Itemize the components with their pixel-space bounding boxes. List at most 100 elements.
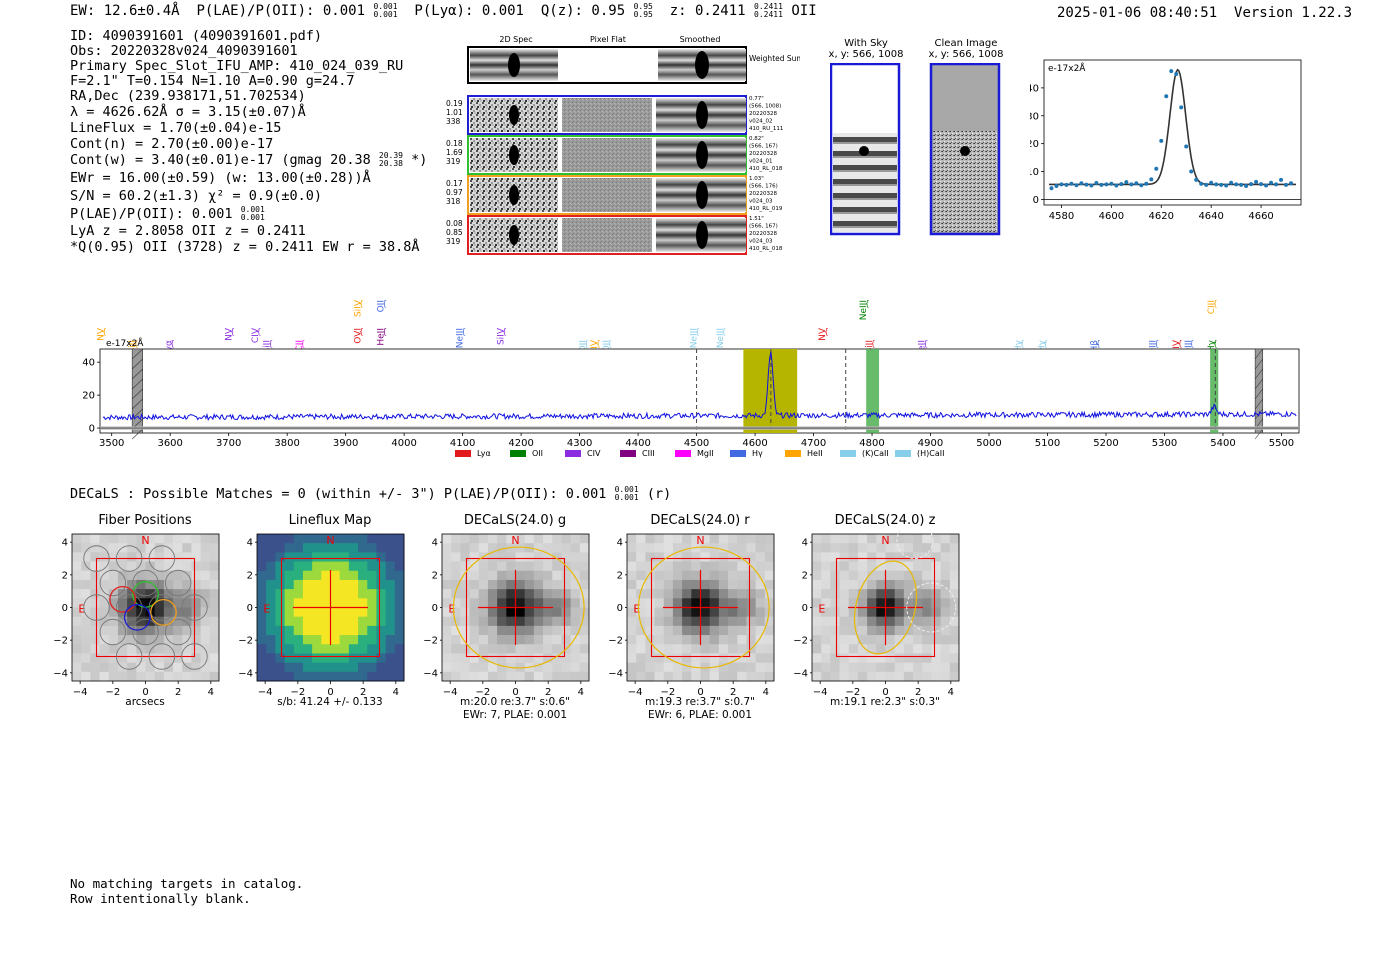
heat-cell <box>385 579 396 590</box>
pixel-cell <box>663 543 674 553</box>
pixel-cell <box>191 589 202 599</box>
pixel-cell <box>894 653 905 664</box>
heat-cell <box>284 543 295 553</box>
pixel-cell <box>718 644 729 654</box>
pixel-cell <box>478 534 489 544</box>
pixel-cell <box>627 625 637 636</box>
pixel-cell <box>718 662 729 673</box>
pixel-cell <box>209 552 220 563</box>
pixel-cell <box>469 561 480 572</box>
pixel-cell <box>848 598 859 608</box>
pixel-cell <box>867 625 877 636</box>
pixel-cell <box>645 552 656 563</box>
pixel-cell <box>903 589 914 599</box>
thumb-xtick-label: −2 <box>105 687 120 698</box>
pixel-cell <box>839 552 850 563</box>
pixel-cell <box>922 579 932 590</box>
pixel-cell <box>191 635 202 645</box>
line-id-brace: { <box>721 327 726 336</box>
pixel-cell <box>163 598 174 608</box>
pixel-cell <box>72 662 82 673</box>
pixel-cell <box>913 579 923 590</box>
pixel-cell <box>543 662 553 673</box>
cutout-n2: 0.85 <box>446 228 463 237</box>
pixel-cell <box>654 662 665 673</box>
pixel-cell <box>191 662 202 673</box>
pixel-cell <box>821 644 831 654</box>
heat-cell <box>293 635 304 645</box>
heat-cell <box>330 589 341 599</box>
pixel-cell <box>885 671 896 682</box>
pixel-cell <box>173 662 183 673</box>
heat-cell <box>348 552 359 563</box>
pixel-cell <box>949 543 960 553</box>
pixel-cell <box>746 653 757 664</box>
pixel-cell <box>663 579 674 590</box>
pixel-cell <box>191 543 202 553</box>
pixel-cell <box>163 671 174 682</box>
heat-cell <box>348 543 359 553</box>
heat-cell <box>339 543 350 553</box>
pixel-cell <box>182 589 192 599</box>
pixel-cell <box>931 570 942 581</box>
pixel-cell <box>117 653 128 664</box>
pixel-cell <box>848 589 859 599</box>
line-id-brace: { <box>1020 339 1025 348</box>
heat-cell <box>284 589 295 599</box>
pixel-cell <box>515 635 526 645</box>
pixel-cell <box>154 589 165 599</box>
pixel-cell <box>469 644 480 654</box>
pixel-cell <box>487 616 498 627</box>
pixel-cell <box>451 589 461 599</box>
pixel-cell <box>755 616 766 627</box>
pixel-cell <box>709 616 720 627</box>
heat-cell <box>339 607 350 618</box>
pixel-cell <box>90 552 101 563</box>
pixel-cell <box>663 561 674 572</box>
line-id-label: Hγ <box>1038 339 1048 352</box>
heat-cell <box>330 598 341 608</box>
pixel-cell <box>117 543 128 553</box>
pixel-cell <box>136 653 146 664</box>
heat-cell <box>358 616 368 627</box>
pixel-cell <box>173 607 183 618</box>
pixel-cell <box>506 534 516 544</box>
pixel-cell <box>830 662 841 673</box>
pixel-cell <box>90 589 101 599</box>
spec-hatch-stroke <box>131 368 143 380</box>
pixel-cell <box>487 561 498 572</box>
pixel-cell <box>173 589 183 599</box>
pixel-cell <box>764 644 775 654</box>
pixel-cell <box>108 552 119 563</box>
heat-cell <box>312 607 322 618</box>
line-id-label: CIV <box>590 339 600 355</box>
pixel-cell <box>627 635 637 645</box>
header-ew: EW: 12.6±0.4Å <box>70 3 180 19</box>
heat-cell <box>321 598 331 608</box>
pixel-cell <box>182 662 192 673</box>
pixel-cell <box>506 607 516 618</box>
pixel-cell <box>570 635 581 645</box>
pixel-cell <box>839 543 850 553</box>
pixel-cell <box>627 589 637 599</box>
pixel-cell <box>524 644 535 654</box>
pixel-cell <box>645 543 656 553</box>
spec-xtick-label: 5300 <box>1152 438 1177 449</box>
pixel-cell <box>737 644 747 654</box>
pixel-cell <box>940 653 951 664</box>
cutouts-panel: 2D Spec Pixel Flat Smoothed Weighted Sum… <box>446 35 800 255</box>
pixel-cell <box>867 644 877 654</box>
pixel-cell <box>552 598 562 608</box>
pixel-cell <box>497 662 507 673</box>
header-plae: P(LAE)/P(OII): 0.001 <box>196 3 366 19</box>
pixel-cell <box>127 534 137 544</box>
pixel-cell <box>90 534 101 544</box>
pixel-cell <box>764 662 775 673</box>
pixel-cell <box>830 598 841 608</box>
pixel-cell <box>876 653 886 664</box>
pixel-cell <box>191 570 202 581</box>
pixel-cell <box>830 625 841 636</box>
cutout-meta: 0.77" <box>749 96 764 102</box>
pixel-cell <box>903 607 914 618</box>
legend-item: CIV <box>565 449 601 458</box>
